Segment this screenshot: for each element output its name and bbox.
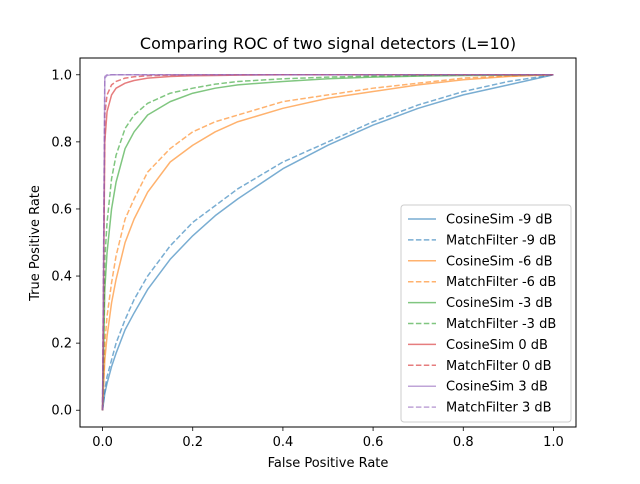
plot-frame	[79, 57, 577, 428]
legend: CosineSim -9 dB MatchFilter -9 dB CosineSi…	[400, 204, 572, 423]
legend-label: CosineSim -3 dB	[446, 296, 553, 311]
legend-label: MatchFilter 0 dB	[446, 359, 552, 374]
legend-label: CosineSim -6 dB	[446, 254, 553, 269]
legend-label: MatchFilter -9 dB	[446, 233, 556, 248]
series-line-3	[101, 74, 554, 411]
chart-title: Comparing ROC of two signal detectors (L…	[140, 34, 516, 53]
series-line-4	[101, 74, 554, 411]
series-line-0	[101, 74, 554, 411]
y-axis: 0.0 0.2 0.4 0.6 0.8 1.0	[51, 68, 80, 419]
legend-label: CosineSim -9 dB	[446, 213, 553, 228]
y-tick-label: 0.2	[51, 337, 72, 352]
x-tick-label: 1.0	[543, 435, 564, 450]
legend-label: MatchFilter 3 dB	[446, 401, 552, 416]
legend-label: MatchFilter -3 dB	[446, 317, 556, 332]
x-tick-label: 0.0	[92, 435, 113, 450]
y-tick-label: 0.4	[51, 270, 72, 285]
y-tick-label: 0.0	[51, 404, 72, 419]
x-tick-label: 0.6	[363, 435, 384, 450]
y-tick-label: 0.6	[51, 202, 72, 217]
y-tick-label: 1.0	[51, 68, 72, 83]
y-tick-label: 0.8	[51, 135, 72, 150]
series-line-2	[101, 74, 554, 411]
series-line-1	[101, 74, 554, 411]
legend-label: MatchFilter -6 dB	[446, 275, 556, 290]
series-line-9	[101, 74, 554, 411]
legend-label: CosineSim 3 dB	[446, 380, 548, 395]
y-axis-label: True Positive Rate	[28, 185, 43, 302]
legend-label: CosineSim 0 dB	[446, 338, 548, 353]
x-axis-label: False Positive Rate	[268, 456, 389, 471]
legend-box	[400, 204, 572, 423]
x-tick-label: 0.4	[273, 435, 294, 450]
series-layer	[101, 74, 554, 411]
series-line-5	[101, 74, 554, 411]
x-axis: 0.0 0.2 0.4 0.6 0.8 1.0	[92, 427, 564, 450]
x-tick-label: 0.2	[182, 435, 203, 450]
x-tick-label: 0.8	[453, 435, 474, 450]
